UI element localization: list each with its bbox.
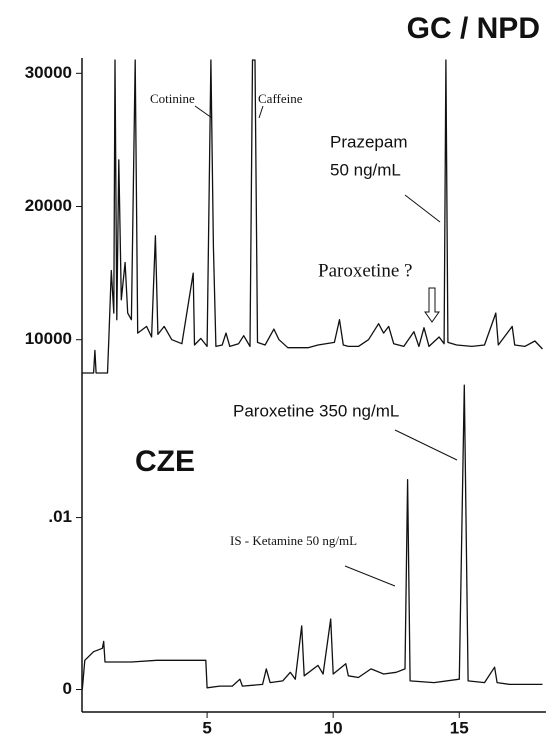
pointers — [194, 105, 458, 587]
annotation: 50 ng/mL — [330, 160, 401, 179]
chart-title: CZE — [135, 445, 195, 478]
x-tick-label: 5 — [202, 718, 211, 737]
annotation: Prazepam — [330, 132, 407, 151]
trace — [82, 59, 543, 374]
pointer — [258, 105, 264, 119]
x-tick-label: 15 — [450, 718, 469, 737]
pointer — [404, 194, 441, 223]
pointer — [394, 429, 458, 461]
y-tick-label: 20000 — [25, 196, 72, 215]
annotation: Paroxetine 350 ng/mL — [233, 401, 399, 420]
annotation: Paroxetine ? — [318, 260, 412, 281]
pointer — [344, 565, 396, 587]
y-tick-label: .01 — [48, 507, 72, 526]
y-tick-label: 10000 — [25, 329, 72, 348]
arrow — [424, 287, 440, 323]
chart-title: GC / NPD — [407, 12, 540, 45]
pointer — [194, 105, 213, 119]
trace — [81, 384, 543, 690]
y-tick-label: 30000 — [25, 63, 72, 82]
annotation: IS - Ketamine 50 ng/mL — [230, 533, 357, 548]
y-tick-label: 0 — [63, 679, 72, 698]
x-tick-label: 10 — [324, 718, 343, 737]
annotation: Caffeine — [258, 91, 303, 106]
annotation: Cotinine — [150, 91, 195, 106]
